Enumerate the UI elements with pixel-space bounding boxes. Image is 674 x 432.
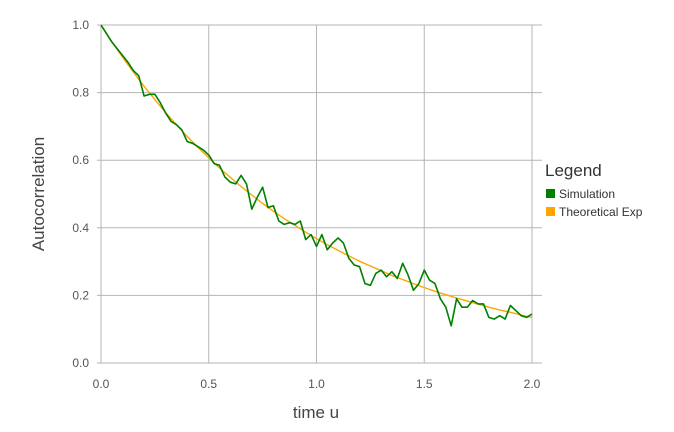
x-tick-label: 0.5: [200, 377, 217, 391]
tick-labels: 0.0 0.5 1.0 1.5 2.0 0.0 0.2 0.4 0.6 0.8 1.0: [72, 18, 540, 391]
legend: Legend Simulation Theoretical Exp: [545, 161, 643, 219]
series-line-theoretical-exp: [100, 24, 533, 319]
y-tick-label: 0.2: [72, 288, 89, 302]
y-tick-label: 0.4: [72, 221, 89, 235]
legend-label-theoretical-exp: Theoretical Exp: [559, 205, 643, 219]
grid-lines: [97, 24, 542, 364]
series-lines: [100, 24, 533, 327]
legend-swatch-theoretical-exp: [546, 207, 555, 216]
y-tick-label: 0.0: [72, 356, 89, 370]
legend-swatch-simulation: [546, 189, 555, 198]
y-axis-title: Autocorrelation: [29, 137, 48, 251]
legend-label-simulation: Simulation: [559, 187, 615, 201]
y-tick-label: 1.0: [72, 18, 89, 32]
series-line-simulation: [100, 24, 533, 327]
legend-title: Legend: [545, 161, 602, 180]
x-tick-label: 2.0: [524, 377, 541, 391]
y-tick-label: 0.6: [72, 153, 89, 167]
x-tick-label: 0.0: [93, 377, 110, 391]
x-tick-label: 1.0: [308, 377, 325, 391]
x-tick-label: 1.5: [416, 377, 433, 391]
x-axis-title: time u: [293, 403, 339, 422]
y-tick-label: 0.8: [72, 86, 89, 100]
